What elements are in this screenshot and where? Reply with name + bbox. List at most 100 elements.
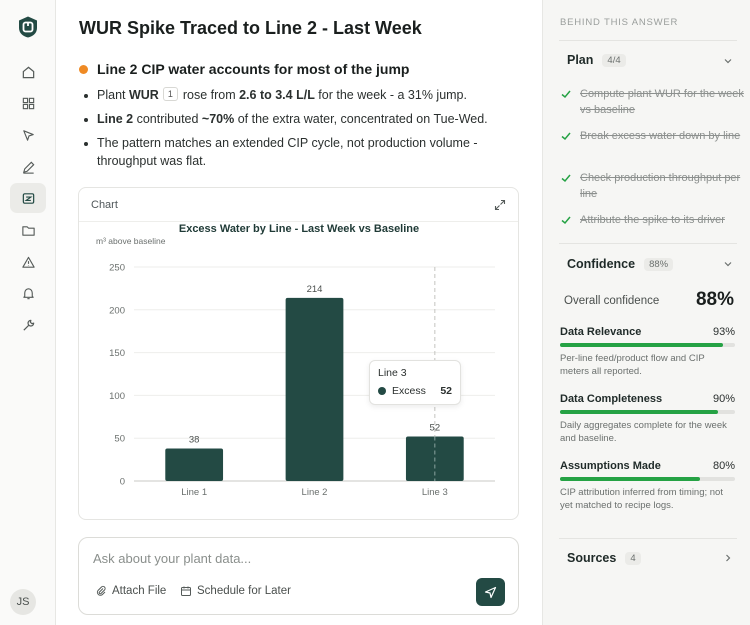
bullet-text: The pattern matches an extended CIP cycl… [97,136,478,168]
y-tick-label: 100 [109,391,125,402]
bullet-item: The pattern matches an extended CIP cycl… [79,134,519,170]
page-title: WUR Spike Traced to Line 2 - Last Week [79,18,422,38]
bar-chart[interactable]: Excess Water by Line - Last Week vs Base… [79,222,518,519]
bullet-text: rose from [182,88,240,102]
chevron-down-icon[interactable] [723,56,733,66]
metric-bar [560,343,735,347]
plan-item: Attribute the spike to its driver [560,212,745,228]
plan-item: Compute plant WUR for the week vs baseli… [560,86,745,118]
metric-description: CIP attribution inferred from timing; no… [560,487,723,511]
y-tick-label: 200 [109,305,125,316]
plan-item-text: Attribute the spike to its driver [580,214,725,226]
chevron-down-icon[interactable] [723,259,733,269]
x-tick-label: Line 3 [422,487,448,498]
metric-name: Assumptions Made [560,460,661,472]
status-dot [79,64,88,74]
metric-description: Per-line feed/product flow and CIP meter… [560,353,705,377]
cursor-icon [22,129,34,141]
main-content: WUR Spike Traced to Line 2 - Last Week L… [56,0,542,625]
app-logo-icon[interactable] [16,15,40,39]
navigate-nav[interactable] [10,120,46,150]
confidence-badge: 88% [644,257,674,271]
chart-card-header: Chart [79,188,518,222]
bullet-bold: Line 2 [97,112,134,126]
home-nav[interactable] [10,57,46,87]
answer-bullets: Plant WUR 1 rose from 2.6 to 3.4 L/L for t… [79,86,519,176]
wrench-icon [22,319,34,331]
chat-nav[interactable] [10,183,46,213]
tooltip-row: Excess 52 [378,385,452,397]
metric-value: 90% [712,393,735,405]
x-tick-label: Line 2 [302,487,328,498]
tools-nav[interactable] [10,310,46,340]
overall-confidence-value: 88% [695,289,734,310]
schedule-later-label: Schedule for Later [197,585,291,597]
overall-confidence-label: Overall confidence [564,295,660,307]
citation-badge[interactable]: 1 [162,87,178,101]
bar-value-label: 52 [430,422,441,433]
grid-icon [22,97,34,109]
attach-file-button[interactable]: Attach File [95,585,166,597]
plan-header[interactable]: Plan 4/4 [567,53,626,67]
bar [285,297,344,481]
sources-header[interactable]: Sources 4 [567,551,641,565]
metric-name: Data Completeness [560,393,663,405]
bar [165,448,224,481]
bullet-text: Plant [97,88,129,102]
tooltip-title: Line 3 [378,367,407,379]
schedule-later-button[interactable]: Schedule for Later [180,585,291,597]
bullet-text: for the week - a 31% jump. [314,88,467,102]
bullet-item: Plant WUR 1 rose from 2.6 to 3.4 L/L for t… [79,86,519,104]
bullet-bold: ~70% [201,112,235,126]
sources-count-badge: 4 [625,551,641,565]
tooltip-swatch [378,387,386,395]
bar-value-label: 214 [307,284,323,295]
bar-value-label: 38 [189,434,200,445]
metric-bar [560,477,735,481]
calendar-icon [181,586,191,596]
alerts-nav[interactable] [10,247,46,277]
x-tick-label: Line 1 [181,487,207,498]
chevron-right-icon[interactable] [723,553,733,563]
attach-file-label: Attach File [112,585,167,597]
metric-bar-fill [560,410,718,414]
metric-name: Data Relevance [560,326,642,338]
y-tick-label: 0 [120,477,125,488]
y-axis-label: m³ above baseline [96,236,166,246]
user-avatar[interactable]: JS [10,589,36,615]
metric-bar [560,410,735,414]
metric-value: 93% [712,326,735,338]
confidence-header[interactable]: Confidence 88% [567,257,674,271]
divider [559,243,737,244]
divider [559,40,737,41]
edit-nav[interactable] [10,152,46,182]
confidence-metric: Assumptions Made 80% CIP attribution infe… [560,460,735,512]
bullet-bold: 2.6 to 3.4 L/L [239,88,315,102]
bell-icon [22,287,34,299]
chat-input-box[interactable]: Ask about your plant data... Attach File… [78,537,519,615]
chat-icon [22,192,34,204]
answer-details-panel: BEHIND THIS ANSWER Plan 4/4 Compute plan… [542,0,750,625]
sources-label: Sources [567,551,617,565]
check-icon [561,174,571,183]
files-nav[interactable] [10,215,46,245]
confidence-metric: Data Relevance 93% Per-line feed/product … [560,326,735,378]
confidence-label: Confidence [567,257,636,271]
tooltip-series: Excess [392,385,426,397]
metric-value: 80% [712,460,735,472]
y-tick-label: 50 [114,434,125,445]
plan-item-text: Compute plant WUR for the week vs baseli… [580,88,744,116]
left-rail: JS [0,0,56,625]
send-icon [484,586,497,598]
send-button[interactable] [476,578,505,606]
chat-input-placeholder[interactable]: Ask about your plant data... [93,551,252,566]
plan-item: Check production throughput per line [560,170,745,202]
metric-bar-fill [560,477,700,481]
plan-item-text: Break excess water down by line [580,130,741,142]
metric-bar-fill [560,343,723,347]
answer-headline: Line 2 CIP water accounts for most of th… [79,61,409,77]
expand-icon[interactable] [494,199,506,211]
dashboard-nav[interactable] [10,88,46,118]
pencil-icon [22,161,34,174]
notifications-nav[interactable] [10,278,46,308]
